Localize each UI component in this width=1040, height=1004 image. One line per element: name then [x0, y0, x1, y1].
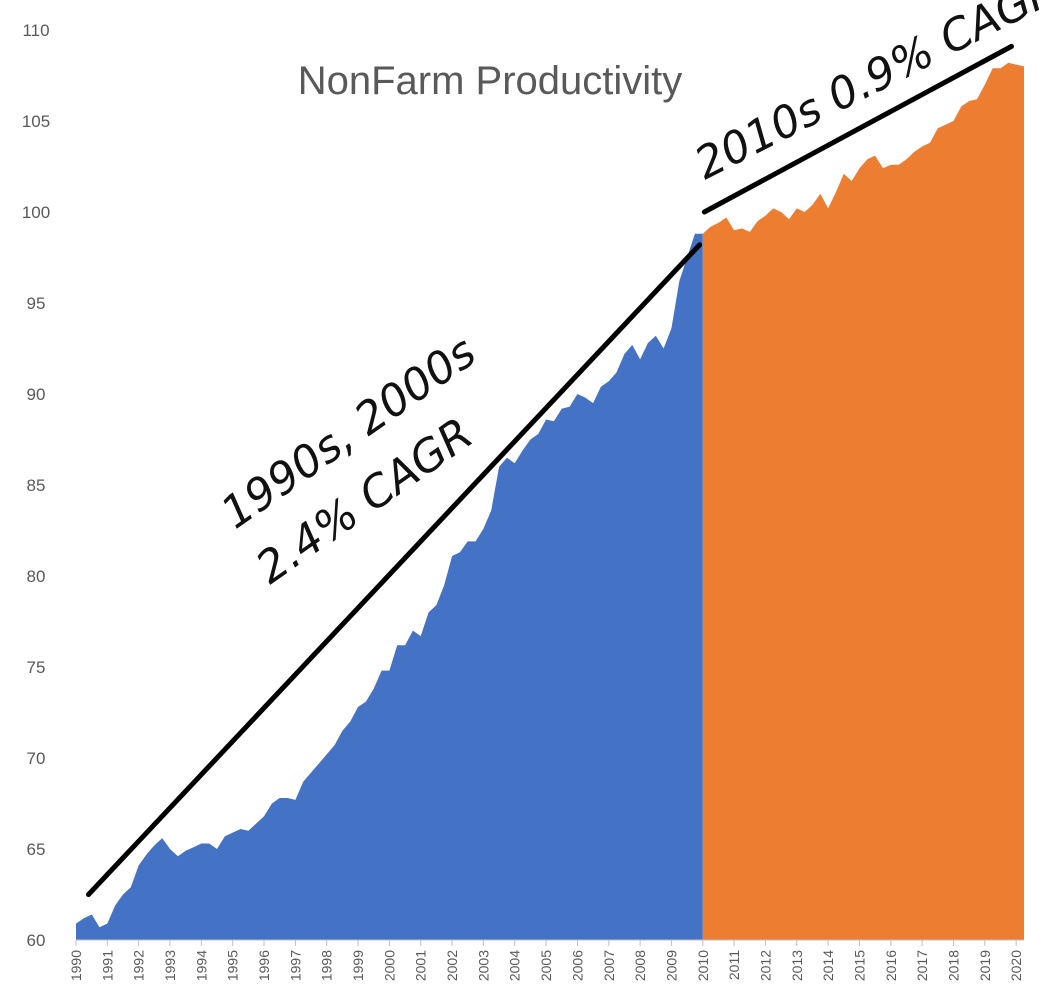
x-tick-label: 2019: [977, 950, 993, 981]
y-tick-label: 60: [27, 931, 46, 950]
x-tick-label: 2012: [757, 950, 773, 981]
x-tick-label: 2015: [851, 950, 867, 981]
series-area-1990s-2000s: [76, 233, 703, 941]
x-tick-label: 2003: [475, 950, 491, 981]
y-tick-label: 65: [27, 840, 46, 859]
y-tick-label: 70: [27, 749, 46, 768]
x-tick-label: 1991: [99, 950, 115, 981]
x-tick-label: 2008: [632, 950, 648, 981]
x-tick-label: 2018: [945, 950, 961, 981]
y-tick-label: 100: [22, 203, 50, 222]
x-tick-label: 1990: [68, 950, 84, 981]
x-tick-label: 1996: [256, 950, 272, 981]
x-tick-label: 2005: [538, 950, 554, 981]
x-tick-label: 2010: [695, 950, 711, 981]
chart-title: NonFarm Productivity: [298, 59, 683, 103]
y-tick-label: 105: [22, 112, 50, 131]
x-tick-label: 2009: [663, 950, 679, 981]
trend-line-1990s-2000s: [86, 242, 703, 897]
y-axis: 60 65 70 75 80 85 90 95 100 105 110: [22, 21, 50, 950]
x-tick-label: 1995: [225, 950, 241, 981]
x-axis: 1990 1991 1992 1993 1994 1995 1996 1997 1998 1999…: [68, 940, 1024, 981]
x-tick-label: 1993: [162, 950, 178, 981]
x-tick-label: 2016: [883, 950, 899, 981]
x-tick-label: 1999: [350, 950, 366, 981]
trend-line-2010s: [701, 43, 1014, 215]
y-tick-label: 80: [27, 567, 46, 586]
x-tick-label: 2011: [726, 950, 742, 980]
y-tick-label: 75: [27, 658, 46, 677]
series-area-2010s: [702, 62, 1024, 941]
x-tick-label: 2020: [1008, 950, 1024, 981]
y-tick-label: 110: [22, 21, 49, 40]
x-tick-label: 1992: [131, 950, 147, 981]
y-tick-label: 95: [27, 294, 46, 313]
x-tick-label: 2004: [507, 950, 523, 981]
x-tick-label: 2002: [444, 950, 460, 981]
plot-area: [76, 62, 1024, 941]
x-tick-label: 1994: [193, 950, 209, 981]
x-tick-label: 2017: [914, 950, 930, 981]
x-tick-label: 2006: [569, 950, 585, 981]
x-tick-label: 2000: [381, 950, 397, 981]
x-tick-label: 1997: [287, 950, 303, 981]
y-tick-label: 85: [27, 476, 46, 495]
x-tick-label: 2001: [413, 950, 429, 981]
x-tick-label: 2013: [789, 950, 805, 981]
x-tick-label: 1998: [319, 950, 335, 981]
x-tick-label: 2014: [820, 950, 836, 981]
y-tick-label: 90: [27, 385, 46, 404]
x-tick-label: 2007: [601, 950, 617, 981]
